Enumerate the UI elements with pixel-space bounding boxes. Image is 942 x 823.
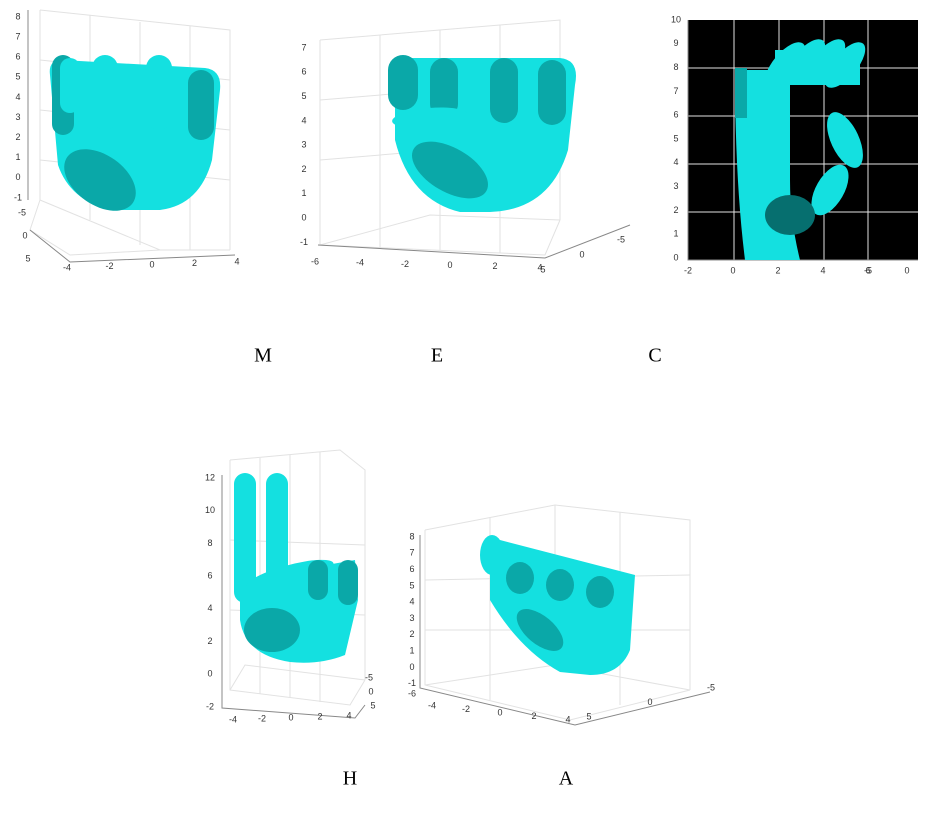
tick-label: 2 xyxy=(301,164,306,174)
tick-label: 6 xyxy=(673,110,678,120)
panel-e-plot xyxy=(318,20,630,258)
tick-label: 0 xyxy=(447,260,452,270)
tick-label: 7 xyxy=(301,42,306,52)
tick-label: 6 xyxy=(207,570,212,580)
tick-label: 3 xyxy=(301,140,306,150)
tick-label: -5 xyxy=(617,234,625,244)
tick-label: 5 xyxy=(301,91,306,101)
tick-label: -2 xyxy=(258,713,266,723)
tick-label: 0 xyxy=(288,712,293,722)
panel-label: M xyxy=(254,345,272,367)
tick-label: 0 xyxy=(409,662,414,672)
tick-label: -1 xyxy=(300,237,308,247)
tick-label: 4 xyxy=(346,710,351,720)
tick-label: -5 xyxy=(707,682,715,692)
tick-label: 0 xyxy=(15,172,20,182)
panel-label: C xyxy=(648,345,661,367)
tick-label: 6 xyxy=(301,67,306,77)
panel-a-plot xyxy=(420,505,710,725)
panel-m-plot xyxy=(28,10,235,262)
tick-label: 0 xyxy=(647,697,652,707)
tick-label: 8 xyxy=(673,62,678,72)
tick-label: 0 xyxy=(497,707,502,717)
tick-label: 12 xyxy=(205,472,215,482)
figure: M876543210-1-4-2024-505E76543210-1-6-4-2… xyxy=(0,0,942,823)
tick-label: 4 xyxy=(301,115,306,125)
tick-label: 0 xyxy=(301,212,306,222)
tick-label: -1 xyxy=(408,678,416,688)
tick-label: -5 xyxy=(365,672,373,682)
tick-label: 5 xyxy=(409,580,414,590)
tick-label: -2 xyxy=(462,704,470,714)
tick-label: 0 xyxy=(673,252,678,262)
tick-label: -4 xyxy=(356,258,364,268)
tick-label: 0 xyxy=(149,259,154,269)
tick-label: -4 xyxy=(229,714,237,724)
panel-label: A xyxy=(559,768,574,790)
tick-label: 4 xyxy=(15,92,20,102)
tick-label: 2 xyxy=(531,711,536,721)
tick-label: 9 xyxy=(673,38,678,48)
tick-label: 8 xyxy=(15,11,20,21)
tick-label: -5 xyxy=(18,207,26,217)
tick-label: 5 xyxy=(586,711,591,721)
tick-label: 10 xyxy=(671,14,681,24)
tick-label: 4 xyxy=(409,597,414,607)
tick-label: 8 xyxy=(409,531,414,541)
tick-label: 2 xyxy=(492,261,497,271)
tick-label: 7 xyxy=(15,31,20,41)
tick-label: 5 xyxy=(673,133,678,143)
tick-label: 4 xyxy=(820,265,825,275)
tick-label: 2 xyxy=(775,265,780,275)
tick-label: 2 xyxy=(192,258,197,268)
tick-label: 4 xyxy=(565,714,570,724)
tick-label: 2 xyxy=(673,205,678,215)
tick-label: 4 xyxy=(673,157,678,167)
tick-label: 7 xyxy=(673,86,678,96)
panel-label: E xyxy=(431,345,443,367)
tick-label: 0 xyxy=(904,265,909,275)
tick-label: 1 xyxy=(301,188,306,198)
tick-label: 2 xyxy=(15,132,20,142)
tick-label: -2 xyxy=(684,265,692,275)
figure-canvas: M876543210-1-4-2024-505E76543210-1-6-4-2… xyxy=(0,0,942,823)
tick-label: -2 xyxy=(206,701,214,711)
tick-label: 0 xyxy=(207,669,212,679)
tick-label: -4 xyxy=(63,262,71,272)
tick-label: 5 xyxy=(25,253,30,263)
tick-label: 6 xyxy=(15,52,20,62)
tick-label: 1 xyxy=(673,229,678,239)
tick-label: 5 xyxy=(370,700,375,710)
tick-label: -1 xyxy=(14,192,22,202)
tick-label: 0 xyxy=(22,230,27,240)
tick-label: 2 xyxy=(317,711,322,721)
tick-label: -6 xyxy=(408,688,416,698)
tick-label: -4 xyxy=(428,700,436,710)
tick-label: 0 xyxy=(730,265,735,275)
tick-label: 2 xyxy=(207,636,212,646)
tick-label: 1 xyxy=(409,645,414,655)
tick-label: -2 xyxy=(401,259,409,269)
tick-label: -2 xyxy=(105,261,113,271)
panel-label: H xyxy=(343,768,357,790)
panel-c-plot xyxy=(688,20,918,260)
tick-label: 2 xyxy=(409,629,414,639)
tick-label: 0 xyxy=(579,249,584,259)
tick-label: 3 xyxy=(409,613,414,623)
tick-label: 4 xyxy=(234,256,239,266)
tick-label: 0 xyxy=(368,686,373,696)
tick-label: -6 xyxy=(311,256,319,266)
panel-h-plot xyxy=(222,450,365,718)
tick-label: 3 xyxy=(673,181,678,191)
tick-label: 3 xyxy=(15,112,20,122)
tick-label: 7 xyxy=(409,548,414,558)
tick-label: 8 xyxy=(207,538,212,548)
tick-label: 5 xyxy=(15,72,20,82)
tick-label: -5 xyxy=(864,265,872,275)
tick-label: 1 xyxy=(15,152,20,162)
tick-label: 10 xyxy=(205,505,215,515)
tick-label: 6 xyxy=(409,564,414,574)
tick-label: 5 xyxy=(540,264,545,274)
tick-label: 4 xyxy=(207,603,212,613)
